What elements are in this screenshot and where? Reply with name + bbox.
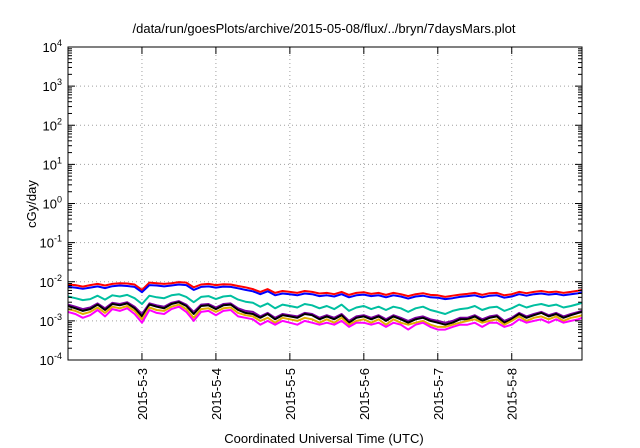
x-tick-label: 2015-5-4 [209, 368, 224, 420]
series-line [67, 293, 583, 315]
y-axis-label: cGy/day [24, 180, 39, 228]
y-tick-label: 10-3 [40, 312, 62, 329]
x-axis-label: Coordinated Universal Time (UTC) [224, 431, 423, 446]
y-tick-label: 100 [43, 195, 62, 212]
series-line [67, 305, 583, 331]
chart-title: /data/run/goesPlots/archive/2015-05-08/f… [133, 21, 516, 36]
x-tick-label: 2015-5-8 [505, 368, 520, 420]
y-tick-labels: 10-4 10-3 10-2 10-1 100 101 102 103 104 [40, 38, 62, 368]
x-tick-labels: 2015-5-3 2015-5-4 2015-5-5 2015-5-6 2015-5-7… [135, 368, 520, 420]
x-tick-label: 2015-5-5 [283, 368, 298, 420]
y-tick-label: 10-1 [40, 234, 62, 251]
ticks [68, 46, 582, 361]
y-tick-label: 102 [43, 116, 62, 133]
x-tick-label: 2015-5-6 [357, 368, 372, 420]
y-tick-label: 10-4 [40, 351, 62, 368]
y-tick-label: 103 [43, 77, 62, 94]
y-tick-label: 101 [43, 155, 62, 172]
grid [68, 47, 582, 360]
series-line [67, 301, 583, 326]
y-tick-label: 104 [43, 38, 62, 55]
x-tick-label: 2015-5-3 [135, 368, 150, 420]
y-tick-label: 10-2 [40, 273, 62, 290]
x-tick-label: 2015-5-7 [431, 368, 446, 420]
series-line [67, 300, 583, 324]
series-line [67, 303, 583, 328]
series-line [67, 281, 583, 298]
series-line [67, 283, 583, 301]
series-group [67, 281, 583, 331]
